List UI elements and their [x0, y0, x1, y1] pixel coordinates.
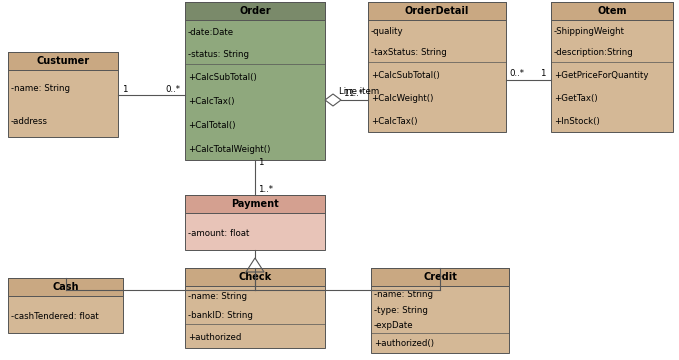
Text: Payment: Payment	[231, 199, 279, 209]
Text: -name: String: -name: String	[374, 290, 433, 299]
Text: +CalcWeight(): +CalcWeight()	[371, 94, 433, 103]
Text: Otem: Otem	[598, 6, 627, 16]
Text: Line item: Line item	[340, 87, 380, 96]
Bar	[551, 2, 673, 132]
Text: 1..*: 1..*	[348, 89, 363, 98]
Text: Credit: Credit	[423, 272, 457, 282]
Text: -date:Date: -date:Date	[188, 28, 234, 37]
Text: +GetTax(): +GetTax()	[554, 94, 598, 103]
Bar	[551, 2, 673, 20]
Text: +authorized: +authorized	[188, 333, 241, 342]
Bar	[371, 268, 509, 286]
Text: 1: 1	[258, 158, 263, 167]
Bar	[371, 268, 509, 353]
Text: -quality: -quality	[371, 27, 403, 36]
Text: +CalcSubTotal(): +CalcSubTotal()	[371, 71, 440, 80]
Bar	[8, 52, 118, 137]
Text: -expDate: -expDate	[374, 321, 414, 330]
Bar	[185, 2, 325, 160]
Polygon shape	[325, 94, 341, 106]
Text: Check: Check	[238, 272, 272, 282]
Text: -status: String: -status: String	[188, 50, 249, 59]
Text: +CalcTotalWeight(): +CalcTotalWeight()	[188, 145, 270, 154]
Text: 1..*: 1..*	[258, 185, 273, 194]
Bar	[8, 52, 118, 70]
Text: OrderDetail: OrderDetail	[405, 6, 469, 16]
Text: -description:String: -description:String	[554, 48, 634, 57]
Text: -type: String: -type: String	[374, 306, 428, 315]
Text: Cash: Cash	[52, 282, 79, 292]
Text: -name: String: -name: String	[188, 292, 247, 301]
Text: Order: Order	[239, 6, 271, 16]
Text: 1: 1	[122, 85, 128, 94]
Bar	[185, 2, 325, 20]
Text: +InStock(): +InStock()	[554, 117, 600, 126]
Text: +CalcSubTotal(): +CalcSubTotal()	[188, 73, 257, 82]
Bar	[368, 2, 506, 20]
Text: -ShippingWeight: -ShippingWeight	[554, 27, 625, 36]
Bar	[185, 268, 325, 348]
Text: +CalcTax(): +CalcTax()	[371, 117, 418, 126]
Text: +CalcTax(): +CalcTax()	[188, 97, 234, 106]
Text: 1: 1	[343, 89, 348, 98]
Bar	[185, 268, 325, 286]
Text: -name: String: -name: String	[11, 84, 70, 93]
Text: +GetPriceForQuantity: +GetPriceForQuantity	[554, 71, 648, 80]
Text: -cashTendered: float: -cashTendered: float	[11, 312, 98, 321]
Text: -bankID: String: -bankID: String	[188, 311, 253, 320]
Text: +authorized(): +authorized()	[374, 339, 434, 348]
Bar	[185, 195, 325, 213]
Text: 1: 1	[540, 69, 545, 78]
Text: -address: -address	[11, 117, 48, 126]
Bar	[368, 2, 506, 132]
Bar	[8, 278, 123, 333]
Bar	[185, 195, 325, 250]
Text: 0..*: 0..*	[509, 69, 524, 78]
Text: -taxStatus: String: -taxStatus: String	[371, 48, 447, 57]
Bar	[8, 278, 123, 296]
Text: Custumer: Custumer	[37, 56, 90, 66]
Text: 0..*: 0..*	[165, 85, 180, 94]
Text: +CalTotal(): +CalTotal()	[188, 121, 236, 130]
Text: -amount: float: -amount: float	[188, 229, 249, 238]
